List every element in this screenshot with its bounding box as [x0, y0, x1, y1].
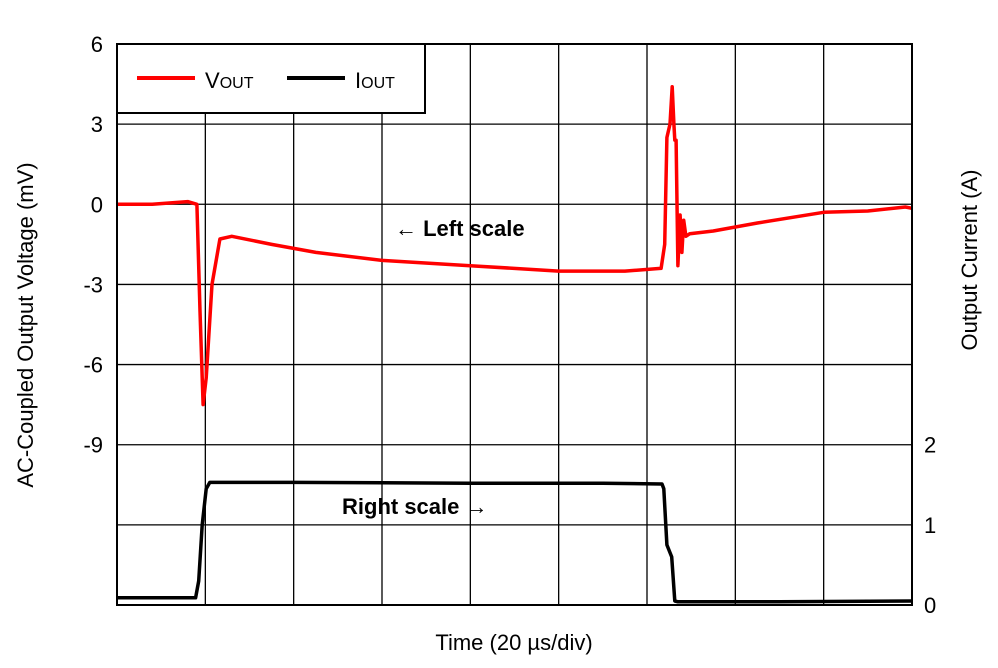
right-axis-label: Output Current (A) [957, 170, 982, 351]
left-tick-labels: 6 3 0 -3 -6 -9 [83, 32, 103, 458]
legend: VOUT IOUT [116, 43, 426, 114]
right-tick-label: 1 [924, 513, 936, 538]
legend-label-vout: VOUT [205, 68, 254, 93]
right-tick-label: 0 [924, 593, 936, 618]
annotation-right-scale: Right scale → [342, 494, 487, 519]
left-tick-label: 0 [91, 192, 103, 217]
series-vout-line [117, 84, 913, 407]
traces [117, 84, 913, 604]
grid [117, 44, 912, 605]
annotation-left-scale: ← Left scale [395, 216, 525, 241]
left-axis-label: AC-Coupled Output Voltage (mV) [13, 162, 38, 487]
right-tick-label: 2 [924, 433, 936, 458]
left-tick-label: 6 [91, 32, 103, 57]
right-tick-labels: 2 1 0 [924, 433, 936, 618]
left-tick-label: -9 [83, 433, 103, 458]
left-tick-label: 3 [91, 112, 103, 137]
x-axis-label: Time (20 µs/div) [435, 630, 592, 655]
series-iout-line [117, 480, 913, 604]
plot-frame [116, 43, 913, 606]
legend-label-iout: IOUT [355, 68, 395, 93]
left-tick-label: -3 [83, 272, 103, 297]
left-tick-label: -6 [83, 353, 103, 378]
